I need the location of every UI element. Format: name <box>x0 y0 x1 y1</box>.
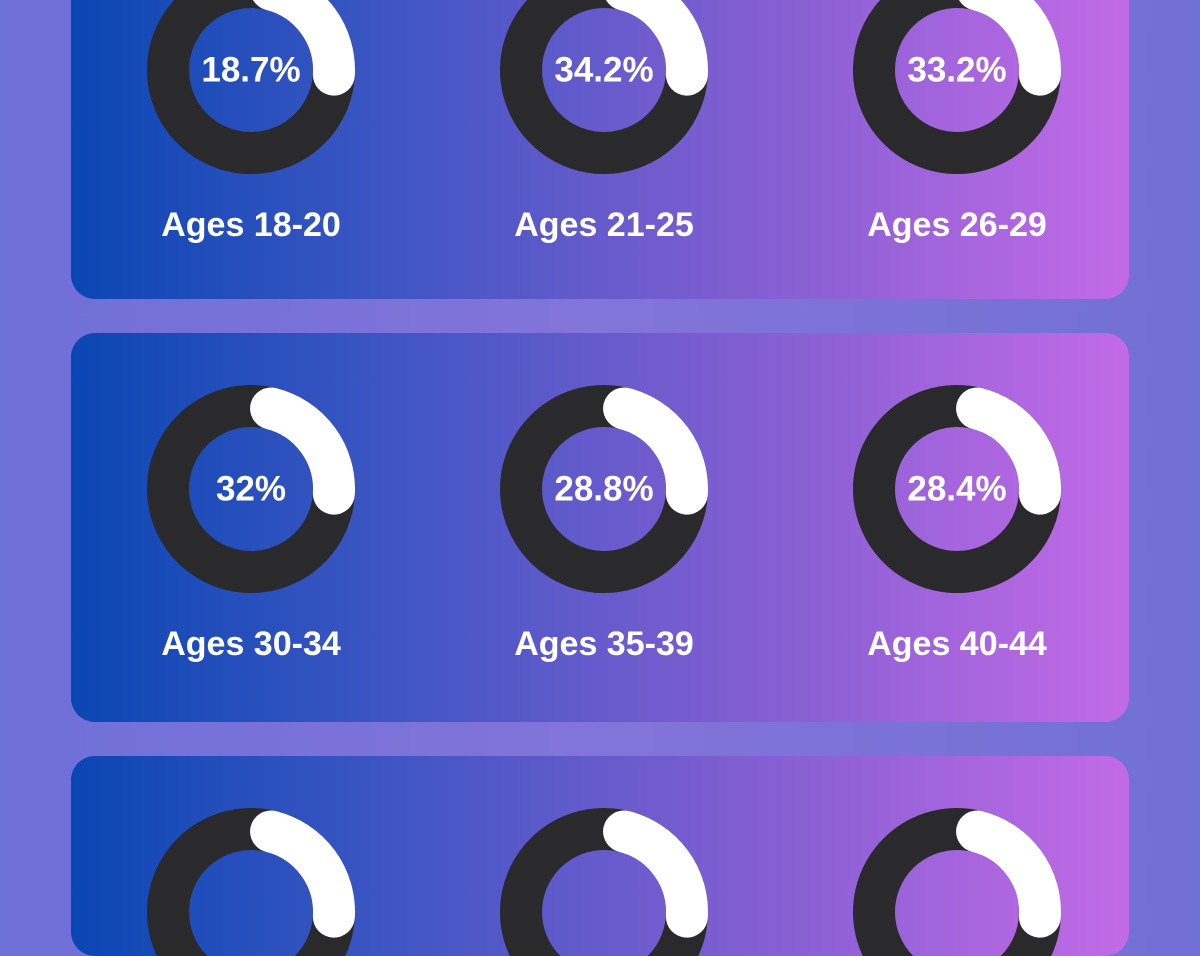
donut-age-label: Ages 26-29 <box>867 206 1047 244</box>
donut-arc <box>958 0 1061 96</box>
donut-row-1-svg: 18.7% Ages 18-20 34.2% Ages 21-25 33.2% … <box>147 0 1061 244</box>
donut-arc <box>250 810 355 938</box>
donut-group: 32% Ages 30-34 <box>147 385 355 663</box>
donut-age-label: Ages 30-34 <box>161 625 341 663</box>
donut-group <box>500 808 708 956</box>
donut-panel-row-2: 32% Ages 30-34 28.8% Ages 35-39 28.4% Ag… <box>71 333 1129 722</box>
donut-age-label: Ages 35-39 <box>514 625 694 663</box>
donut-group: 28.4% Ages 40-44 <box>853 385 1061 663</box>
donut-arc <box>956 387 1061 515</box>
donut-group: 18.7% Ages 18-20 <box>147 0 355 244</box>
donut-percent-label: 32% <box>216 470 286 509</box>
donut-panel-row-3 <box>71 756 1129 956</box>
donut-row-2-svg: 32% Ages 30-34 28.8% Ages 35-39 28.4% Ag… <box>147 385 1061 663</box>
donut-group: 28.8% Ages 35-39 <box>500 385 708 663</box>
donut-row-3-svg <box>147 808 1061 956</box>
donut-arc <box>603 387 708 515</box>
donut-percent-label: 28.8% <box>554 470 653 509</box>
donut-age-label: Ages 18-20 <box>161 206 341 244</box>
donut-percent-label: 33.2% <box>907 51 1006 90</box>
donut-percent-label: 18.7% <box>201 51 300 90</box>
donut-arc <box>252 0 355 96</box>
donut-age-label: Ages 40-44 <box>867 625 1047 663</box>
donut-arc <box>956 810 1061 938</box>
donut-group <box>147 808 355 956</box>
donut-arc <box>605 0 708 96</box>
donut-group: 34.2% Ages 21-25 <box>500 0 708 244</box>
donut-arc <box>250 387 355 515</box>
donut-age-label: Ages 21-25 <box>514 206 694 244</box>
donut-percent-label: 34.2% <box>554 51 653 90</box>
donut-group <box>853 808 1061 956</box>
donut-arc <box>603 810 708 938</box>
donut-panel-row-1: 18.7% Ages 18-20 34.2% Ages 21-25 33.2% … <box>71 0 1129 299</box>
donut-percent-label: 28.4% <box>907 470 1006 509</box>
donut-group: 33.2% Ages 26-29 <box>853 0 1061 244</box>
